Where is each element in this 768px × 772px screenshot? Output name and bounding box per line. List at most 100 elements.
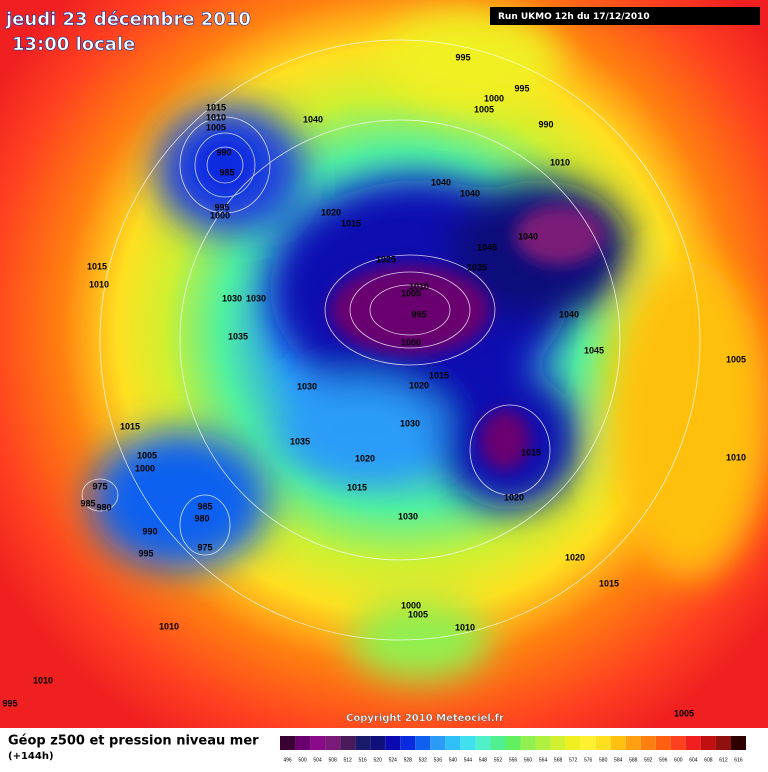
time-title: 13:00 locale (12, 34, 135, 55)
colorbar-label: 592 (644, 757, 653, 763)
pressure-label: 1000 (484, 93, 504, 103)
colorbar-swatch (415, 736, 431, 750)
colorbar-label: 564 (539, 757, 548, 763)
pressure-label: 990 (142, 526, 157, 536)
colorbar-label: 600 (674, 757, 683, 763)
pressure-label: 1010 (550, 157, 570, 167)
colorbar-label: 568 (554, 757, 563, 763)
pressure-label: 1005 (137, 450, 157, 460)
colorbar-swatch (370, 736, 386, 750)
pressure-label: 975 (197, 542, 212, 552)
colorbar-label: 528 (404, 757, 413, 763)
pressure-label: 985 (197, 501, 212, 511)
pressure-label: 1020 (355, 453, 375, 463)
colorbar-label: 496 (283, 757, 292, 763)
pressure-label: 1025 (376, 254, 396, 264)
pressure-label: 1010 (33, 675, 53, 685)
pressure-label: 1005 (408, 609, 428, 619)
pressure-label: 1005 (474, 104, 494, 114)
colorbar-label: 584 (614, 757, 623, 763)
pressure-label: 985 (80, 498, 95, 508)
pressure-label: 1040 (303, 114, 323, 124)
colorbar-label: 572 (569, 757, 578, 763)
pressure-label: 1035 (467, 262, 487, 272)
pressure-labels: 9959951000100599010401015101010059909859… (2, 52, 746, 718)
colorbar-swatch (595, 736, 611, 750)
colorbar-label: 608 (704, 757, 713, 763)
pressure-label: 1015 (599, 578, 619, 588)
run-info: Run UKMO 12h du 17/12/2010 (498, 12, 650, 22)
pressure-label: 1000 (210, 210, 230, 220)
colorbar-swatch (445, 736, 461, 750)
pressure-label: 1015 (521, 447, 541, 457)
pressure-label: 1005 (726, 354, 746, 364)
colorbar-swatch (460, 736, 476, 750)
colorbar-label: 544 (464, 757, 473, 763)
colorbar-label: 616 (734, 757, 743, 763)
pressure-label: 1015 (347, 482, 367, 492)
colorbar-label: 548 (479, 757, 488, 763)
colorbar-label: 552 (494, 757, 503, 763)
colorbar-label: 536 (434, 757, 443, 763)
colorbar-swatch (475, 736, 491, 750)
pressure-label: 995 (411, 309, 426, 319)
colorbar-label: 576 (584, 757, 593, 763)
colorbar-label: 516 (359, 757, 368, 763)
colorbar-swatch (550, 736, 566, 750)
pressure-label: 1010 (159, 621, 179, 631)
colorbar-swatch (430, 736, 446, 750)
pressure-label: 1005 (674, 708, 694, 718)
colorbar-swatch (565, 736, 581, 750)
colorbar-swatch (295, 736, 311, 750)
colorbar-swatch (700, 736, 716, 750)
colorbar-label: 500 (298, 757, 307, 763)
colorbar-swatch (715, 736, 731, 750)
colorbar-label: 508 (328, 757, 337, 763)
pressure-label: 1000 (401, 600, 421, 610)
run-box (490, 7, 760, 25)
pressure-label: 980 (194, 513, 209, 523)
pressure-label: 1045 (584, 345, 604, 355)
pressure-label: 995 (514, 83, 529, 93)
copyright: Copyright 2010 Meteociel.fr (346, 713, 504, 724)
colorbar-swatch (505, 736, 521, 750)
footer-title: Géop z500 et pression niveau mer (8, 734, 259, 749)
pressure-label: 1030 (398, 511, 418, 521)
pressure-label: 1015 (341, 218, 361, 228)
colorbar-swatch (520, 736, 536, 750)
colorbar-swatch (355, 736, 371, 750)
pressure-label: 1000 (135, 463, 155, 473)
colorbar-label: 504 (313, 757, 322, 763)
pressure-label: 995 (455, 52, 470, 62)
pressure-label: 1005 (206, 122, 226, 132)
pressure-label: 1035 (228, 331, 248, 341)
date-title: jeudi 23 décembre 2010 (5, 9, 251, 30)
colorbar-swatch (670, 736, 686, 750)
colorbar-label: 580 (599, 757, 608, 763)
pressure-label: 995 (2, 698, 17, 708)
colorbar-label: 512 (343, 757, 352, 763)
colorbar-label: 532 (419, 757, 428, 763)
pressure-label: 1045 (477, 242, 497, 252)
colorbar: 496 500 504 508 512 516 520 524 528 532 536 540 544 5… (280, 736, 746, 763)
colorbar-swatch (655, 736, 671, 750)
colorbar-swatch (400, 736, 416, 750)
pressure-label: 1030 (246, 293, 266, 303)
colorbar-swatch (340, 736, 356, 750)
colorbar-label: 556 (509, 757, 518, 763)
colorbar-swatch (610, 736, 626, 750)
pressure-label: 1040 (518, 231, 538, 241)
colorbar-swatch (280, 736, 296, 750)
colorbar-swatch (490, 736, 506, 750)
pressure-label: 1015 (87, 261, 107, 271)
pressure-label: 980 (96, 502, 111, 512)
colorbar-label: 540 (449, 757, 458, 763)
colorbar-label: 520 (374, 757, 383, 763)
colorbar-label: 596 (659, 757, 668, 763)
pressure-label: 1040 (559, 309, 579, 319)
pressure-label: 1040 (460, 188, 480, 198)
pressure-label: 1010 (409, 281, 429, 291)
pressure-label: 1005 (401, 288, 421, 298)
colorbar-label: 612 (719, 757, 728, 763)
